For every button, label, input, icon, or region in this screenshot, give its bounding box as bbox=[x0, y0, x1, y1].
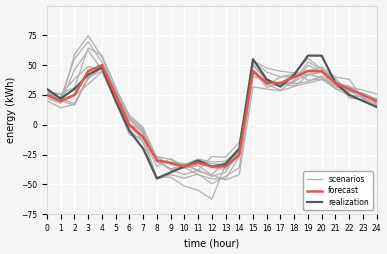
X-axis label: time (hour): time (hour) bbox=[184, 239, 240, 248]
Y-axis label: energy (kWh): energy (kWh) bbox=[5, 77, 15, 143]
Legend: scenarios, forecast, realization: scenarios, forecast, realization bbox=[303, 171, 373, 210]
